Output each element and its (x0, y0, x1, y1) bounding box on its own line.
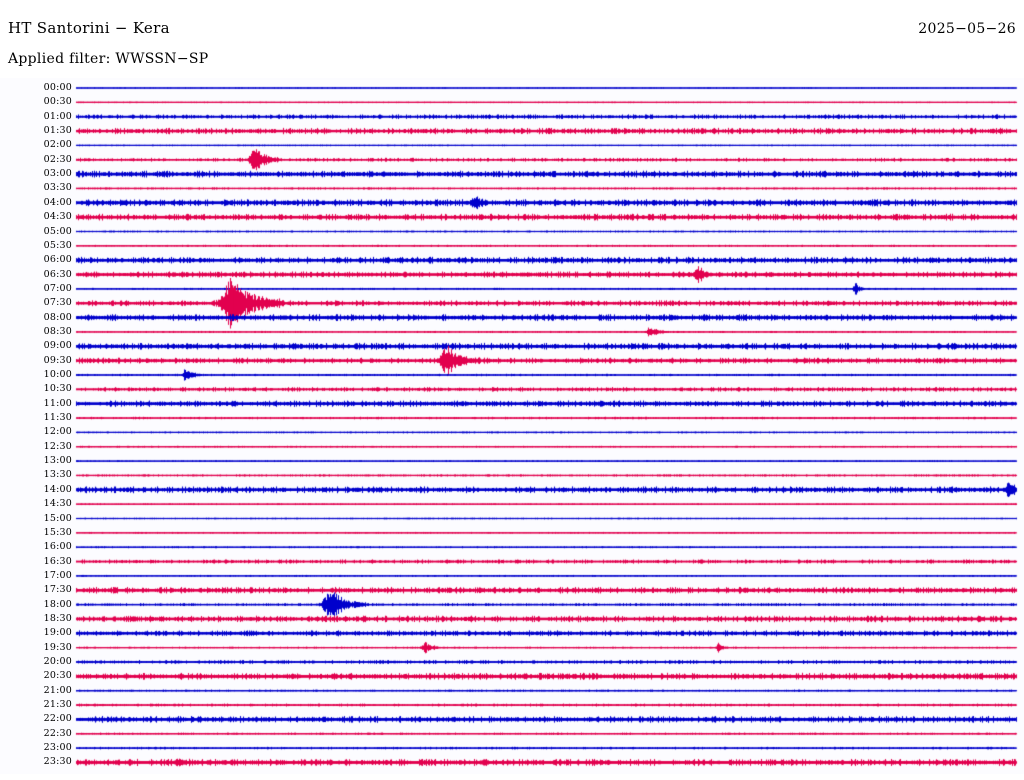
time-axis-tick: 02:30 (43, 153, 72, 165)
time-axis-tick: 12:00 (43, 426, 72, 438)
record-date: 2025−05−26 (918, 21, 1016, 37)
time-axis-tick: 17:30 (43, 584, 72, 596)
time-axis-tick: 19:30 (43, 641, 72, 653)
time-axis-tick: 06:30 (43, 268, 72, 280)
time-axis-tick: 14:00 (43, 483, 72, 495)
time-axis-tick: 10:00 (43, 369, 72, 380)
time-axis-tick: 13:00 (43, 455, 72, 467)
time-axis-tick: 09:00 (43, 340, 72, 352)
time-axis-tick: 14:30 (43, 498, 72, 510)
time-axis-tick: 18:30 (43, 612, 72, 624)
time-axis-tick: 20:00 (43, 656, 72, 667)
time-axis-tick: 10:30 (43, 383, 72, 395)
time-axis-tick: 00:00 (43, 82, 72, 93)
time-axis-tick: 11:00 (43, 397, 72, 409)
helicorder-plot: 00:00 00:30 01:00 01:30 02:00 02:30 03:00 03:30… (0, 78, 1024, 774)
time-axis-tick: 06:00 (43, 254, 72, 266)
time-axis-tick: 01:00 (43, 110, 72, 122)
time-axis-tick: 16:30 (43, 555, 72, 567)
time-axis-tick: 11:30 (43, 412, 72, 424)
time-axis-tick: 07:30 (43, 297, 72, 309)
time-axis-tick: 08:30 (43, 325, 72, 337)
time-axis-tick: 05:00 (43, 225, 72, 237)
time-axis-tick: 20:30 (43, 670, 72, 682)
time-axis-tick: 02:00 (43, 139, 72, 151)
time-axis-tick: 21:30 (43, 699, 72, 711)
seismic-trace-canvas (0, 78, 1024, 774)
time-axis-tick: 17:00 (43, 569, 72, 581)
time-axis-tick: 22:30 (43, 727, 72, 739)
time-axis-tick: 23:30 (43, 756, 72, 768)
time-axis-tick: 15:30 (43, 526, 72, 538)
time-axis-tick: 03:30 (43, 182, 72, 194)
applied-filter-label: Applied filter: WWSSN−SP (8, 51, 209, 67)
time-axis-tick: 18:00 (43, 598, 72, 610)
time-axis-tick: 22:00 (43, 713, 72, 725)
time-axis-tick: 04:00 (43, 196, 72, 208)
time-axis-tick: 00:30 (43, 96, 72, 108)
time-axis-tick: 19:00 (43, 627, 72, 639)
time-axis-tick: 07:00 (43, 282, 72, 294)
time-axis-tick: 15:00 (43, 512, 72, 524)
time-axis-tick: 21:00 (43, 684, 72, 696)
page-title: HT Santorini − Kera (8, 19, 170, 37)
time-axis-tick: 08:00 (43, 311, 72, 323)
time-axis-tick: 01:30 (43, 125, 72, 137)
time-axis-tick: 03:00 (43, 168, 72, 180)
time-axis-tick: 04:30 (43, 211, 72, 223)
time-axis-tick: 05:30 (43, 239, 72, 251)
time-axis-tick: 13:30 (43, 469, 72, 481)
time-axis-tick: 09:30 (43, 354, 72, 366)
time-axis-tick: 16:00 (43, 541, 72, 553)
time-axis: 00:00 00:30 01:00 01:30 02:00 02:30 03:00 03:30… (0, 78, 76, 774)
time-axis-tick: 23:00 (43, 742, 72, 754)
time-axis-tick: 12:30 (43, 440, 72, 452)
